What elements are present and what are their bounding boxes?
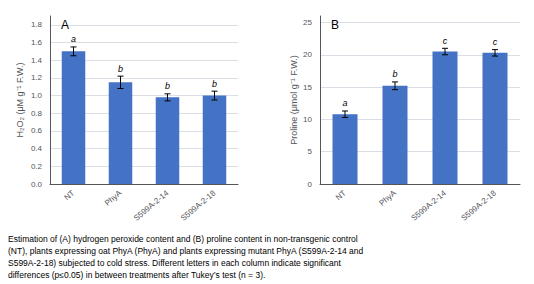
svg-text:S599A-2-14: S599A-2-14 <box>132 188 171 223</box>
svg-text:S599A-2-18: S599A-2-18 <box>459 188 498 223</box>
svg-text:NT: NT <box>334 188 348 202</box>
svg-text:A: A <box>61 18 69 32</box>
svg-text:S599A-2-18: S599A-2-18 <box>179 188 218 223</box>
svg-text:20: 20 <box>303 50 312 59</box>
svg-text:S599A-2-18) subjected to cold: S599A-2-18) subjected to cold stress. Di… <box>8 258 342 268</box>
svg-text:1.4: 1.4 <box>31 56 43 65</box>
svg-text:25: 25 <box>303 18 312 27</box>
svg-text:0.8: 0.8 <box>31 109 43 118</box>
svg-text:1.8: 1.8 <box>31 20 43 29</box>
svg-text:(NT), plants expressing oat Ph: (NT), plants expressing oat PhyA (PhyA) … <box>8 246 364 256</box>
svg-text:c: c <box>493 37 498 47</box>
svg-text:Proline (μmol g⁻¹ F.W.): Proline (μmol g⁻¹ F.W.) <box>289 55 299 145</box>
svg-text:10: 10 <box>303 115 312 124</box>
svg-text:differences (p≤0.05) in betwee: differences (p≤0.05) in between treatmen… <box>8 270 265 280</box>
svg-text:c: c <box>443 36 448 46</box>
svg-text:1.0: 1.0 <box>31 91 43 100</box>
svg-text:5: 5 <box>308 147 313 156</box>
svg-text:Estimation of (A) hydrogen per: Estimation of (A) hydrogen peroxide cont… <box>8 234 358 244</box>
svg-text:PhyA: PhyA <box>103 188 124 208</box>
svg-text:0.6: 0.6 <box>31 126 43 135</box>
svg-text:0.0: 0.0 <box>31 180 43 189</box>
svg-text:0: 0 <box>308 180 313 189</box>
svg-text:1.6: 1.6 <box>31 38 43 47</box>
svg-text:PhyA: PhyA <box>377 188 398 208</box>
svg-text:0.4: 0.4 <box>31 144 43 153</box>
svg-text:0.2: 0.2 <box>31 162 43 171</box>
svg-text:a: a <box>342 98 347 108</box>
svg-text:b: b <box>212 79 217 89</box>
svg-text:B: B <box>331 18 339 32</box>
svg-text:15: 15 <box>303 83 312 92</box>
svg-text:b: b <box>165 81 170 91</box>
svg-text:b: b <box>118 64 123 74</box>
svg-text:NT: NT <box>62 188 76 202</box>
svg-text:a: a <box>71 34 76 44</box>
svg-text:H₂O₂ (μM g⁻¹ F.W.): H₂O₂ (μM g⁻¹ F.W.) <box>15 62 25 137</box>
svg-text:S599A-2-14: S599A-2-14 <box>409 188 448 223</box>
svg-text:1.2: 1.2 <box>31 73 43 82</box>
svg-text:b: b <box>392 69 397 79</box>
